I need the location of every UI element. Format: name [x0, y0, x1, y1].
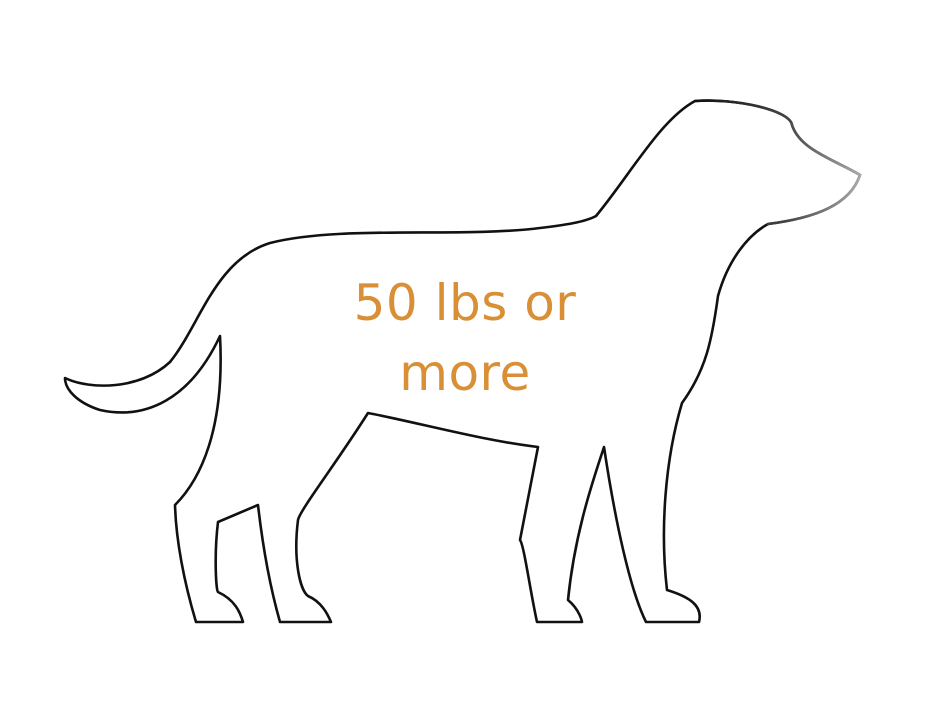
weight-label-line1: 50 lbs or: [353, 274, 577, 332]
dog-head-highlight: [693, 99, 862, 226]
dog-body-outline: [63, 99, 862, 624]
weight-label: 50 lbs or more: [300, 268, 630, 408]
weight-label-line2: more: [399, 344, 531, 402]
